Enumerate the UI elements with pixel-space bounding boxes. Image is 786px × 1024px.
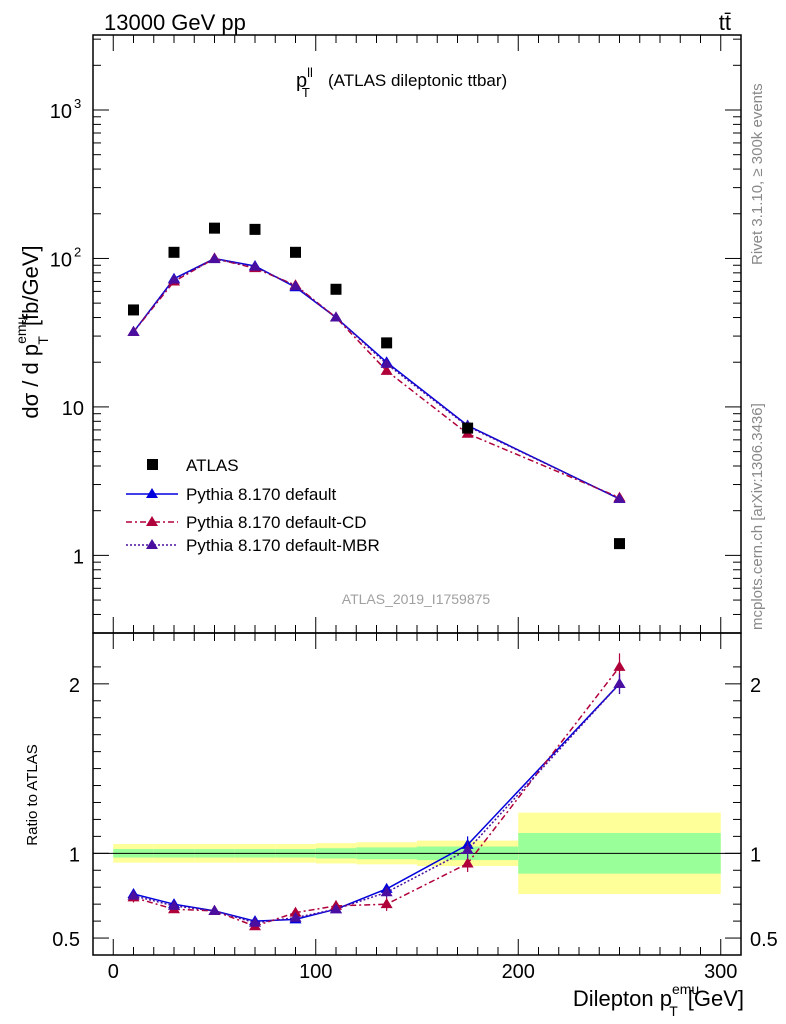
x-label-sub: T <box>669 1003 678 1019</box>
ratio-series-point-2 <box>613 677 626 688</box>
x-label-sup: emu <box>672 981 699 997</box>
plot-title-superscript: ll <box>307 65 313 80</box>
ratio-series-point-2 <box>127 889 140 900</box>
ratio-series-point-2 <box>168 899 180 910</box>
ratio-series-point-1 <box>461 857 474 868</box>
x-label-main: Dilepton p <box>573 986 672 1011</box>
ratio-series-point-1 <box>289 906 302 917</box>
ratio-series-layer <box>127 653 626 931</box>
legend-atlas-marker <box>147 459 158 470</box>
atlas-data-point <box>168 246 180 258</box>
atlas-data-point <box>462 422 474 434</box>
ratio-series-point-2 <box>330 903 342 914</box>
legend: ATLAS Pythia 8.170 default Pythia 8.170 … <box>126 456 380 555</box>
ratio-series-point-2 <box>208 904 221 915</box>
ratio-y-tick-label: 1 <box>69 844 80 866</box>
main-series-point-2 <box>289 280 302 291</box>
plot-title-text: (ATLAS dileptonic ttbar) <box>328 71 507 90</box>
ratio-panel: 0 100 200 300 0.5 0.5 1 1 2 2 Ratio to ATLAS Dile… <box>24 632 778 1019</box>
y-label-sub: T <box>35 336 51 345</box>
atlas-data-points <box>128 222 625 550</box>
legend-mbr-label: Pythia 8.170 default-MBR <box>186 536 380 555</box>
main-series-point-2 <box>380 357 393 368</box>
legend-cd-label: Pythia 8.170 default-CD <box>186 513 367 532</box>
ratio-series-point-2 <box>249 916 261 927</box>
main-series-point-2 <box>249 260 261 271</box>
ratio-series-point-2 <box>461 843 474 854</box>
legend-default-marker <box>146 488 158 498</box>
ratio-y-axis-label: Ratio to ATLAS <box>24 744 41 845</box>
main-series-layer <box>127 252 626 503</box>
ratio-y-tick-label: 2 <box>69 675 80 697</box>
ratio-series-point-2 <box>289 911 302 922</box>
atlas-data-point <box>381 337 393 349</box>
main-series-point-2 <box>613 492 626 503</box>
main-series-point-2 <box>330 311 342 322</box>
legend-default-label: Pythia 8.170 default <box>186 485 337 504</box>
ratio-y-tick-label-right: 0.5 <box>750 929 778 951</box>
ratio-axis-ticks: 0 100 200 300 0.5 0.5 1 1 2 2 <box>52 633 778 983</box>
main-series-point-2 <box>168 273 180 284</box>
atlas-data-point <box>209 222 220 234</box>
ratio-y-tick-label-right: 1 <box>750 844 761 866</box>
atlas-data-point <box>614 538 625 550</box>
ratio-y-tick-label-right: 2 <box>750 675 761 697</box>
y-label-unit: [fb/GeV] <box>18 245 43 326</box>
atlas-data-point <box>128 304 139 316</box>
x-label-unit: [GeV] <box>688 986 744 1011</box>
y-label-main: dσ / d p <box>18 344 43 419</box>
main-y-tick-label: 10 <box>50 101 72 123</box>
x-axis-label: Dilepton pemu T [GeV] <box>573 981 744 1019</box>
rivet-version-label: Rivet 3.1.10, ≥ 300k events <box>749 83 766 265</box>
main-y-tick-label: 1 <box>73 546 84 568</box>
legend-cd-marker <box>146 516 158 526</box>
x-tick-label: 0 <box>108 961 119 983</box>
header-process: 13000 GeV pp <box>104 10 246 35</box>
main-y-tick-exponent: 2 <box>74 244 81 259</box>
ratio-series-point-1 <box>380 898 393 909</box>
analysis-watermark: ATLAS_2019_I1759875 <box>342 591 491 607</box>
main-series-point-2 <box>127 325 140 336</box>
main-y-axis-label: dσ / d pemu T [fb/GeV] <box>13 245 51 418</box>
x-tick-label: 200 <box>502 961 535 983</box>
ratio-series-point-1 <box>613 660 626 671</box>
mcplots-label: mcplots.cern.ch [arXiv:1306.3436] <box>749 403 766 630</box>
atlas-data-point <box>249 223 261 235</box>
main-y-tick-label: 10 <box>62 398 84 420</box>
main-series-point-2 <box>208 253 221 264</box>
atlas-data-point <box>290 246 301 258</box>
ratio-series-point-2 <box>380 886 393 897</box>
y-label-sup: emu <box>13 317 29 344</box>
main-series-point-1 <box>380 364 393 375</box>
x-tick-label: 100 <box>299 961 332 983</box>
header-final-state: tt̄ <box>719 10 731 35</box>
plot-title-symbol: p <box>296 70 307 92</box>
ratio-y-tick-label: 0.5 <box>52 929 80 951</box>
atlas-data-point <box>330 283 342 295</box>
main-y-tick-label: 10 <box>50 249 72 271</box>
main-y-tick-exponent: 3 <box>74 96 81 111</box>
legend-mbr-marker <box>146 539 158 549</box>
x-tick-label: 300 <box>704 961 737 983</box>
legend-atlas-label: ATLAS <box>186 456 239 475</box>
plot-title-subscript: T <box>302 85 310 100</box>
plot-title: pll T <box>296 65 313 100</box>
